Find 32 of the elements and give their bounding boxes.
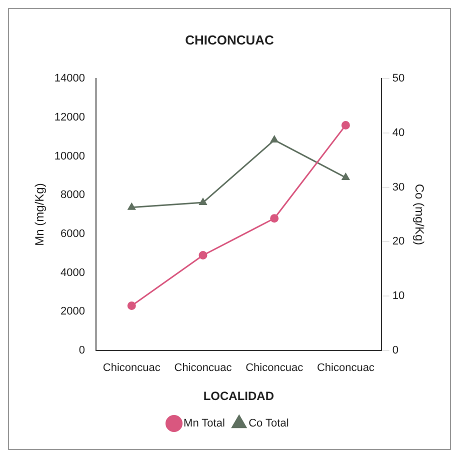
point <box>128 203 136 210</box>
y-tick-label: 10000 <box>54 150 85 162</box>
x-axis-title: LOCALIDAD <box>203 389 274 404</box>
point <box>127 301 136 310</box>
y-tick-label: 8000 <box>60 189 85 202</box>
x-tick-label: Chiconcuac <box>246 362 304 374</box>
point <box>270 214 279 223</box>
x-tick-label: Chiconcuac <box>102 362 161 374</box>
legend-label: Co Total <box>248 418 289 430</box>
y2-tick-label: 50 <box>392 72 405 85</box>
point <box>342 173 350 180</box>
x-tick-label: Chiconcuac <box>174 362 232 374</box>
y-axis-title: Mn (mg/Kg) <box>32 183 47 246</box>
y-tick-label: 14000 <box>54 72 85 85</box>
point <box>198 251 208 260</box>
y-tick-label: 6000 <box>60 228 85 240</box>
y2-tick-label: 30 <box>392 181 405 194</box>
y2-axis-title: Co (mg/Kg) <box>412 184 426 246</box>
legend-label: Mn Total <box>184 418 225 430</box>
x-tick-label: Chiconcuac <box>316 362 375 374</box>
y-tick-label: 12000 <box>54 111 85 124</box>
point <box>199 198 207 206</box>
y2-tick-label: 40 <box>392 126 405 139</box>
point <box>270 136 278 143</box>
y2-tick-label: 0 <box>392 344 398 356</box>
y-tick-label: 4000 <box>60 266 85 279</box>
y-tick-label: 0 <box>78 344 85 356</box>
y-tick-label: 2000 <box>60 306 85 318</box>
point <box>341 120 350 130</box>
y2-tick-label: 10 <box>392 290 405 302</box>
y2-tick-label: 20 <box>392 236 405 248</box>
chart-title: CHICONCUAC <box>185 32 275 48</box>
